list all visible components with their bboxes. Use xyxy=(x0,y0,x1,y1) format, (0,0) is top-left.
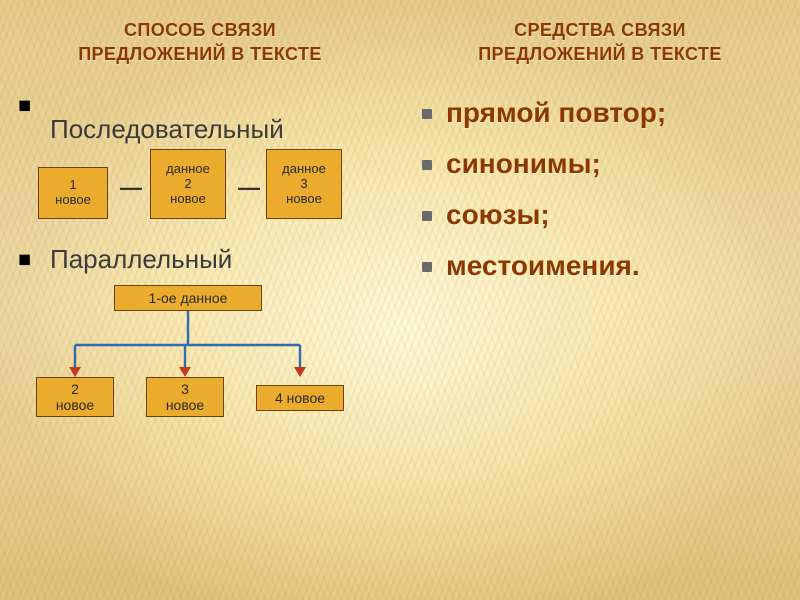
header-left-line2: ПРЕДЛОЖЕНИЙ В ТЕКСТЕ xyxy=(0,42,400,66)
seq-box-1: 1новое xyxy=(38,167,108,219)
seq-connector-1: — xyxy=(120,175,142,201)
header-right-line1: СРЕДСТВА СВЯЗИ xyxy=(400,18,800,42)
seq-connector-2: — xyxy=(238,175,260,201)
means-item-3: союзы; xyxy=(418,197,782,232)
header-right-line2: ПРЕДЛОЖЕНИЙ В ТЕКСТЕ xyxy=(400,42,800,66)
bullet-icon: ◼ xyxy=(18,97,31,114)
right-column: прямой повтор; синонимы; союзы; местоимения… xyxy=(400,95,782,426)
seq-box-3: данное3новое xyxy=(266,149,342,219)
header-left: СПОСОБ СВЯЗИ ПРЕДЛОЖЕНИЙ В ТЕКСТЕ xyxy=(0,18,400,67)
par-box-3: 4 новое xyxy=(256,385,344,411)
means-item-4: местоимения. xyxy=(418,248,782,283)
header-right: СРЕДСТВА СВЯЗИ ПРЕДЛОЖЕНИЙ В ТЕКСТЕ xyxy=(400,18,800,67)
means-item-2: синонимы; xyxy=(418,146,782,181)
seq-box-2: данное2новое xyxy=(150,149,226,219)
sequential-diagram: 1новоеданное2новоеданное3новое—— xyxy=(18,149,400,229)
parallel-diagram: ◼ Параллельный 1-ое данное2новое3новое4 … xyxy=(18,255,400,425)
par-box-2: 3новое xyxy=(146,377,224,417)
means-list: прямой повтор; синонимы; союзы; местоимения… xyxy=(418,95,782,283)
par-box-1: 2новое xyxy=(36,377,114,417)
left-column: ◼ Последовательный 1новое данное2новое дан… xyxy=(18,95,400,426)
means-item-1: прямой повтор; xyxy=(418,95,782,130)
header-left-line1: СПОСОБ СВЯЗИ xyxy=(0,18,400,42)
sequential-label: Последовательный xyxy=(50,115,400,144)
